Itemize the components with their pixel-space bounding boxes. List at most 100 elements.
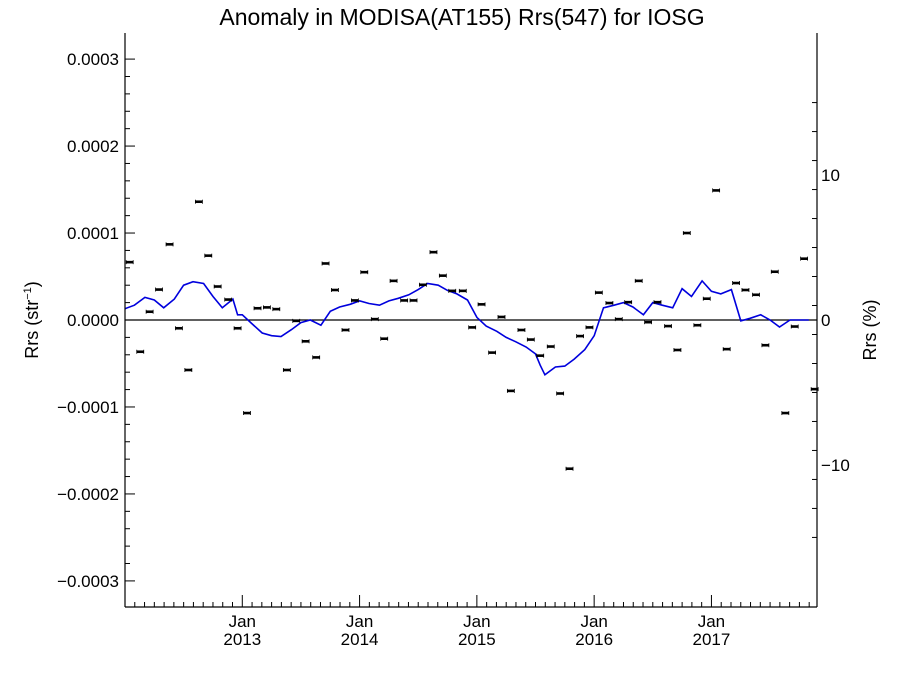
data-point	[224, 297, 233, 302]
data-point	[389, 278, 398, 283]
data-point	[653, 300, 662, 305]
y-tick-label: 0.0003	[67, 50, 119, 69]
y-axis-label-close: )	[22, 281, 42, 287]
data-point	[360, 270, 369, 275]
x-tick-year: 2013	[223, 630, 261, 649]
y-tick-label: 0.0001	[67, 224, 119, 243]
data-point	[155, 287, 163, 292]
data-point	[644, 320, 653, 325]
data-point	[409, 298, 418, 303]
data-point	[263, 305, 271, 310]
x-tick-year: 2015	[458, 630, 496, 649]
data-point	[448, 288, 457, 293]
y2-axis-label: Rrs (%)	[860, 300, 880, 361]
data-point	[419, 282, 427, 287]
data-point	[752, 292, 760, 297]
data-point	[301, 339, 310, 344]
data-point	[458, 288, 467, 293]
data-point	[194, 199, 203, 204]
y-tick-label: 0.0000	[67, 311, 119, 330]
data-point	[790, 324, 799, 329]
data-point	[614, 317, 623, 322]
x-tick-month: Jan	[463, 612, 490, 631]
data-point	[321, 261, 330, 266]
y-axis-label: Rrs (str−1)	[22, 281, 42, 359]
x-tick-year: 2014	[341, 630, 379, 649]
data-point	[213, 284, 222, 289]
y-axis-label-text: Rrs (str	[22, 300, 42, 359]
y-tick-label: −0.0001	[57, 398, 119, 417]
tick-labels: 0.0003 0.0002 0.0001 0.0000 −0.0001 −0.0002 −0…	[57, 50, 850, 649]
plot-axes	[124, 33, 818, 608]
y2-tick-label: 10	[821, 166, 840, 185]
data-point	[712, 188, 721, 193]
data-point	[565, 466, 574, 471]
data-point	[526, 337, 535, 342]
data-point	[204, 253, 213, 258]
data-point	[468, 325, 477, 330]
data-point	[741, 287, 750, 292]
data-point	[605, 301, 614, 306]
data-point	[292, 318, 301, 323]
chart-title: Anomaly in MODISA(AT155) Rrs(547) for IO…	[219, 4, 704, 30]
data-point	[380, 336, 389, 341]
data-point	[165, 242, 174, 247]
data-point	[693, 323, 702, 328]
trend-line	[124, 279, 809, 377]
data-point	[634, 278, 643, 283]
data-point	[477, 302, 486, 307]
data-point	[272, 307, 281, 312]
data-point	[594, 290, 603, 295]
data-point	[488, 350, 497, 355]
data-point	[175, 326, 183, 331]
data-point	[282, 368, 291, 373]
data-point	[770, 269, 779, 274]
data-point	[370, 317, 379, 322]
data-point	[682, 231, 691, 236]
data-point	[800, 256, 808, 261]
data-point	[497, 314, 506, 319]
data-point	[761, 343, 770, 348]
data-point	[585, 325, 594, 330]
data-point	[702, 296, 711, 301]
data-point	[350, 298, 359, 303]
data-point	[253, 306, 262, 311]
data-point	[125, 260, 134, 265]
data-point	[576, 334, 584, 339]
x-tick-month: Jan	[698, 612, 725, 631]
data-point	[184, 368, 193, 373]
y2-tick-label: −10	[821, 456, 850, 475]
data-point	[506, 388, 515, 393]
data-point	[781, 411, 790, 416]
data-point	[233, 326, 242, 331]
data-point	[556, 391, 565, 396]
data-point	[243, 411, 251, 416]
y-tick-label: −0.0002	[57, 485, 119, 504]
x-tick-month: Jan	[229, 612, 256, 631]
data-point	[341, 328, 350, 333]
data-point	[145, 309, 154, 314]
y-axis-label-sup: −1	[22, 287, 34, 300]
data-point	[536, 353, 545, 358]
data-point	[429, 250, 438, 255]
plot-marks	[124, 188, 819, 471]
x-tick-month: Jan	[346, 612, 373, 631]
data-point	[664, 324, 672, 329]
data-point	[438, 273, 447, 278]
x-tick-year: 2016	[575, 630, 613, 649]
x-tick-month: Jan	[580, 612, 607, 631]
y2-tick-label: 0	[821, 311, 830, 330]
data-point	[331, 287, 339, 292]
data-point	[136, 349, 145, 354]
data-point	[546, 344, 555, 349]
y-tick-label: −0.0003	[57, 572, 119, 591]
data-point	[624, 300, 633, 305]
data-point	[673, 348, 682, 353]
x-tick-year: 2017	[693, 630, 731, 649]
data-point	[722, 347, 731, 352]
data-point	[312, 355, 321, 360]
data-point	[517, 328, 526, 333]
y-tick-label: 0.0002	[67, 137, 119, 156]
data-point	[400, 298, 409, 303]
